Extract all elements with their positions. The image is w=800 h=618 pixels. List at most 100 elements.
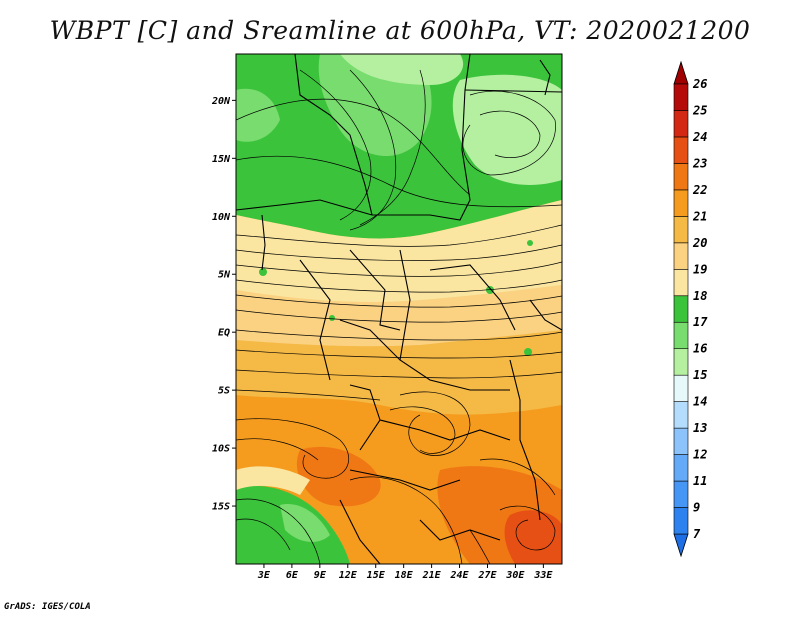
colorbar-segment [673, 480, 689, 508]
border-line [339, 499, 381, 564]
field-speck [524, 348, 532, 356]
colorbar-legend: 7 9 11 12 13 14 15 16 17 18 19 20 21 22 23 24 25 26 [673, 60, 708, 558]
colorbar-upper-triangle [673, 60, 689, 85]
streamline [469, 529, 491, 564]
colorbar-segment [673, 321, 689, 350]
border-line [379, 419, 511, 441]
lon-tick-label: 30E [505, 570, 525, 581]
streamline [236, 518, 291, 551]
field-speck [527, 240, 533, 246]
lon-tick-label: 21E [422, 570, 442, 581]
streamline [236, 244, 562, 261]
colorbar-segment [673, 83, 689, 111]
lat-tick-label: 10S [212, 444, 230, 455]
streamline [236, 294, 562, 308]
streamline [236, 155, 562, 208]
colorbar-level-label: 18 [693, 289, 707, 303]
border-line [236, 199, 373, 216]
lat-tick-label: 20N [211, 96, 231, 107]
streamline [236, 349, 562, 359]
border-line [339, 319, 510, 391]
colorbar-level-label: 13 [693, 421, 707, 435]
longitude-axis: 3E 6E 9E 12E 15E 18E 21E 24E 27E 30E 33E [257, 564, 553, 581]
field-speck [329, 315, 335, 321]
colorbar-level-label: 12 [693, 448, 707, 462]
streamline [359, 69, 426, 226]
streamline [349, 69, 397, 231]
lon-tick-label: 12E [339, 570, 358, 581]
grads-credit: GrADS: IGES/COLA [4, 602, 91, 612]
colorbar-level-label: 17 [693, 315, 708, 329]
streamline [299, 69, 372, 221]
colorbar-level-label: 14 [693, 395, 707, 409]
streamlines [236, 69, 562, 564]
lon-tick-label: 18E [395, 570, 414, 581]
field-band-yellow [236, 200, 562, 315]
colorbar-segment [673, 427, 689, 455]
lon-tick-label: 9E [314, 570, 327, 581]
colorbar-segment [673, 454, 689, 482]
border-line [419, 519, 501, 541]
colorbar-segment [673, 110, 689, 138]
lon-tick-label: 15E [367, 570, 386, 581]
country-borders [236, 54, 562, 564]
colorbar-segment [673, 242, 689, 270]
border-line [261, 214, 266, 271]
streamline [236, 279, 562, 293]
lon-tick-label: 24E [450, 570, 470, 581]
streamline [236, 309, 562, 323]
border-line [349, 384, 381, 451]
streamline [399, 391, 471, 456]
field-band-red [504, 510, 562, 564]
colorbar-segment [673, 295, 689, 323]
field-band-yellow-sw [236, 466, 310, 495]
field-band-green-light-ne [452, 74, 562, 185]
colorbar-level-label: 7 [693, 527, 701, 541]
field-speck [259, 268, 267, 276]
streamline [236, 261, 562, 277]
latitude-axis: 20N 15N 10N 5N EQ 5S 10S 15S [211, 96, 236, 513]
field-band-lightgreen-sw [280, 504, 330, 542]
streamline [236, 329, 562, 341]
colorbar-level-label: 23 [692, 156, 707, 170]
colorbar-level-label: 9 [693, 501, 700, 515]
colorbar-level-label: 24 [692, 130, 707, 144]
lat-tick-label: 5S [218, 386, 230, 397]
border-line [349, 249, 401, 331]
lat-tick-label: 15S [212, 502, 230, 513]
field-band-green-light-w [236, 88, 280, 142]
streamline [236, 498, 321, 564]
lon-tick-label: 6E [286, 570, 299, 581]
border-line [529, 299, 562, 331]
lat-tick-label: 15N [212, 154, 231, 165]
colorbar-segment [673, 189, 689, 217]
map-frame [235, 53, 563, 565]
streamline [236, 224, 562, 247]
colorbar-segment [673, 401, 689, 429]
colorbar-segment [673, 348, 689, 376]
wbpt-shaded-field [236, 54, 562, 564]
streamline [236, 389, 381, 401]
lon-tick-label: 27E [477, 570, 497, 581]
field-band-green-light-n [340, 54, 464, 85]
colorbar-segment [673, 507, 689, 535]
colorbar-segment [673, 136, 689, 164]
lon-tick-label: 3E [257, 570, 271, 581]
streamline [389, 406, 456, 454]
colorbar-level-label: 11 [693, 474, 707, 488]
border-line [399, 249, 411, 361]
colorbar-level-label: 19 [693, 262, 707, 276]
border-line [539, 59, 551, 96]
colorbar-lower-triangle [673, 533, 689, 558]
streamline [349, 476, 463, 564]
border-line [349, 469, 461, 491]
lat-tick-label: EQ [218, 328, 230, 339]
colorbar-level-label: 16 [693, 342, 707, 356]
border-line [509, 359, 541, 521]
streamline [499, 505, 556, 551]
colorbar-segment [673, 374, 689, 402]
colorbar-level-label: 22 [692, 183, 707, 197]
colorbar-segment [673, 163, 689, 191]
lat-tick-label: 5N [218, 270, 231, 281]
